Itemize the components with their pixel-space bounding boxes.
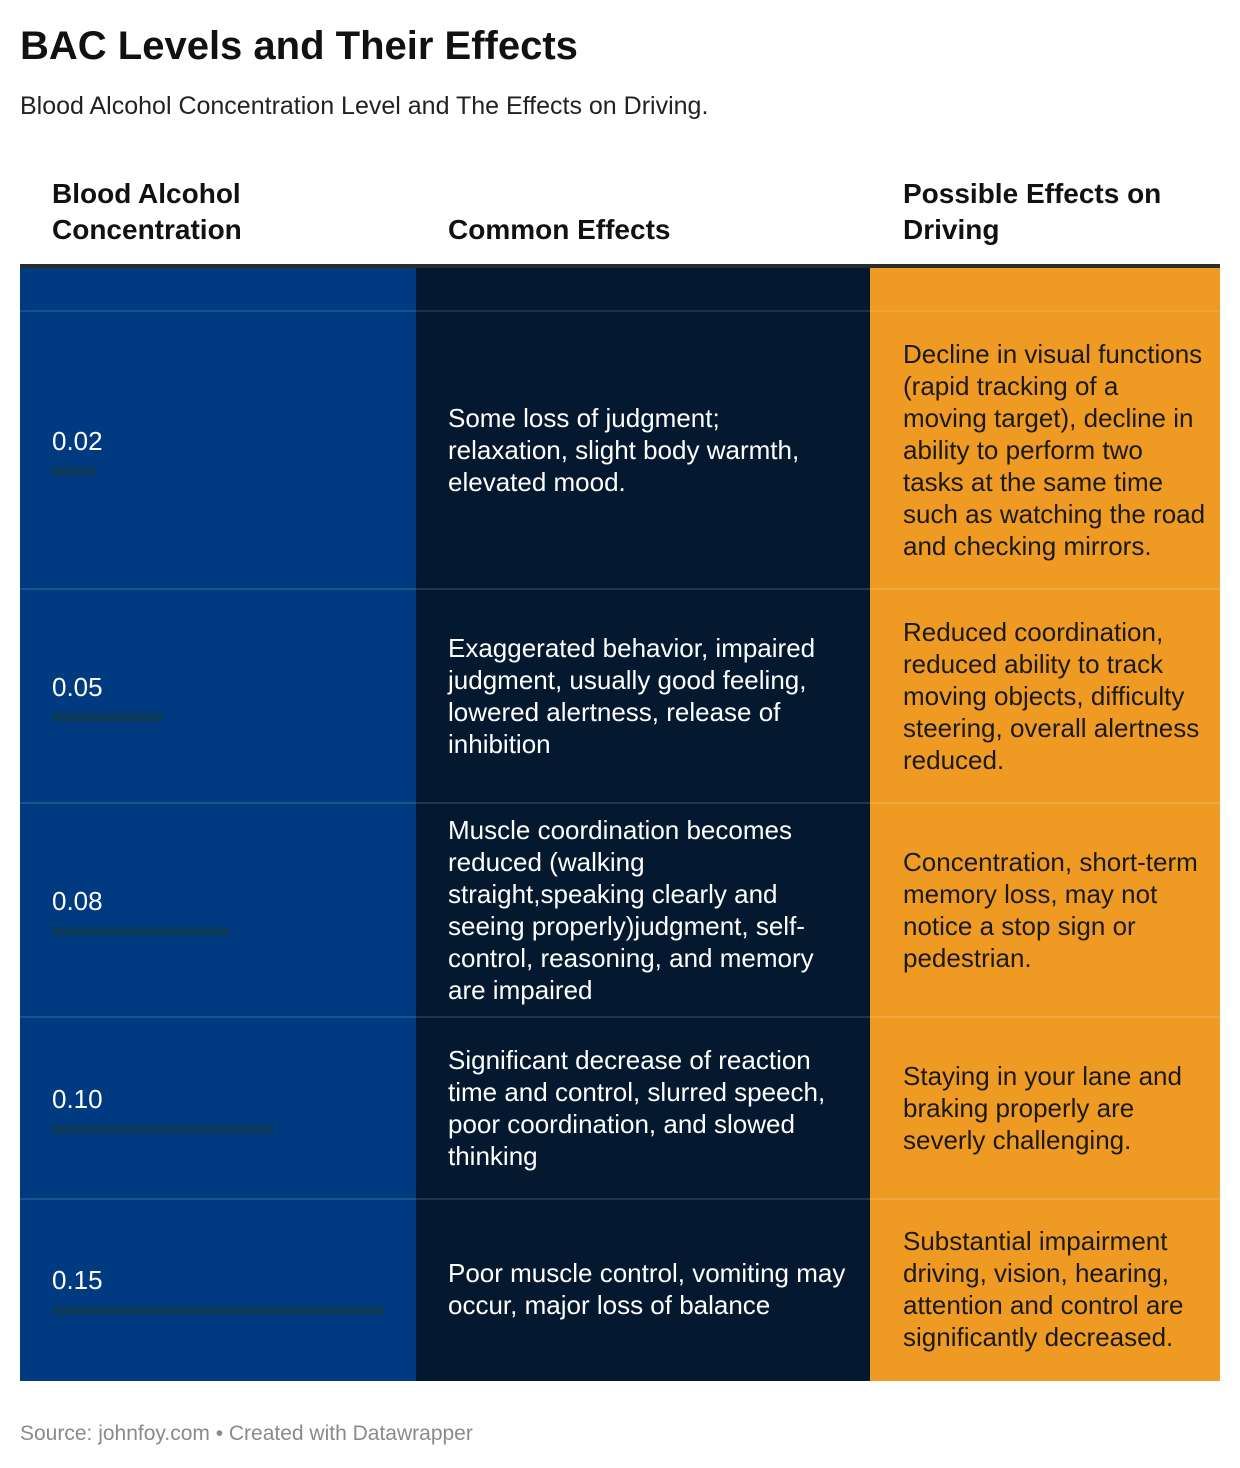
bac-bar [52, 926, 229, 936]
table-row: 0.08 Muscle coordination becomes reduced … [20, 802, 1220, 1016]
header-bac-line-2: Concentration [52, 214, 242, 245]
bac-bar [52, 466, 96, 476]
bac-cell: 0.08 [20, 802, 416, 1016]
bac-value: 0.02 [52, 425, 103, 456]
bac-value: 0.05 [52, 671, 103, 702]
bac-value: 0.10 [52, 1083, 103, 1114]
common-effects-text: Exaggerated behavior, impaired judgment,… [448, 633, 816, 759]
bac-bar [52, 1124, 273, 1134]
bac-cell: 0.05 [20, 588, 416, 802]
driving-effects-cell: Concentration, short-term memory loss, m… [870, 802, 1220, 1016]
bac-cell: 0.15 [20, 1198, 416, 1378]
driving-effects-text: Decline in visual functions (rapid track… [903, 339, 1206, 561]
driving-column-background [870, 268, 1220, 1381]
header-driving-line-1: Possible Effects on [903, 178, 1162, 209]
header-bac-line-1: Blood Alcohol [52, 178, 241, 209]
driving-effects-cell: Substantial impairment driving, vision, … [870, 1198, 1220, 1378]
driving-effects-text: Concentration, short-term memory loss, m… [903, 847, 1198, 973]
chart-title: BAC Levels and Their Effects [20, 24, 578, 68]
common-effects-cell: Some loss of judgment; relaxation, sligh… [416, 310, 870, 588]
common-effects-cell: Poor muscle control, vomiting may occur,… [416, 1198, 870, 1378]
common-effects-cell: Exaggerated behavior, impaired judgment,… [416, 588, 870, 802]
chart-subtitle: Blood Alcohol Concentration Level and Th… [20, 92, 709, 120]
driving-effects-cell: Staying in your lane and braking properl… [870, 1016, 1220, 1198]
table-row: 0.10 Significant decrease of reaction tim… [20, 1016, 1220, 1198]
bac-bar [52, 1305, 384, 1315]
source-footer: Source: johnfoy.com • Created with Dataw… [20, 1422, 473, 1445]
common-effects-cell: Muscle coordination becomes reduced (wal… [416, 802, 870, 1016]
table-body: 0.02 Some loss of judgment; relaxation, s… [20, 268, 1220, 1381]
common-effects-text: Significant decrease of reaction time an… [448, 1045, 826, 1171]
bac-value: 0.08 [52, 885, 103, 916]
driving-effects-cell: Reduced coordination, reduced ability to… [870, 588, 1220, 802]
header-driving-effects: Possible Effects on Driving [870, 160, 1220, 264]
driving-effects-cell: Decline in visual functions (rapid track… [870, 310, 1220, 588]
header-common-effects: Common Effects [416, 160, 870, 264]
common-effects-text: Poor muscle control, vomiting may occur,… [448, 1258, 846, 1320]
header-common-label: Common Effects [448, 214, 671, 245]
driving-effects-text: Staying in your lane and braking properl… [903, 1061, 1182, 1155]
header-driving-line-2: Driving [903, 214, 1000, 245]
common-effects-cell: Significant decrease of reaction time an… [416, 1016, 870, 1198]
table-row: 0.05 Exaggerated behavior, impaired judgm… [20, 588, 1220, 802]
table-row: 0.15 Poor muscle control, vomiting may oc… [20, 1198, 1220, 1378]
table-header: Blood Alcohol Concentration Common Effec… [20, 160, 1220, 268]
common-effects-text: Muscle coordination becomes reduced (wal… [448, 815, 814, 1005]
bac-value: 0.15 [52, 1264, 103, 1295]
driving-effects-text: Substantial impairment driving, vision, … [903, 1226, 1184, 1352]
table-row: 0.02 Some loss of judgment; relaxation, s… [20, 310, 1220, 588]
bac-cell: 0.10 [20, 1016, 416, 1198]
bac-table: Blood Alcohol Concentration Common Effec… [20, 160, 1220, 1381]
bac-column-background [20, 268, 416, 1381]
table-rows: 0.02 Some loss of judgment; relaxation, s… [20, 310, 1220, 1378]
common-column-background [416, 268, 870, 1381]
common-effects-text: Some loss of judgment; relaxation, sligh… [448, 403, 800, 497]
driving-effects-text: Reduced coordination, reduced ability to… [903, 617, 1200, 775]
bac-cell: 0.02 [20, 310, 416, 588]
header-bac: Blood Alcohol Concentration [20, 160, 416, 264]
bac-bar [52, 712, 163, 722]
